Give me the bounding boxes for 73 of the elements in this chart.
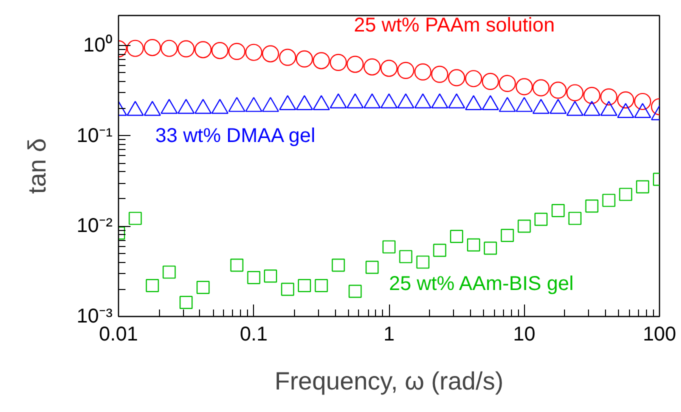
x-axis-title: Frequency, ω (rad/s) — [274, 368, 504, 396]
point — [399, 250, 412, 264]
series-label: 25 wt% AAm-BIS gel — [389, 272, 574, 295]
point — [397, 62, 414, 79]
point — [264, 270, 278, 283]
point — [600, 88, 618, 106]
point — [602, 194, 616, 207]
point — [448, 69, 466, 86]
point — [414, 63, 432, 80]
point — [126, 40, 144, 57]
point — [382, 240, 396, 254]
point — [585, 200, 598, 213]
point — [364, 58, 381, 76]
point — [128, 212, 142, 225]
point — [498, 74, 516, 92]
point — [330, 54, 347, 71]
point — [245, 44, 262, 61]
point — [194, 41, 212, 58]
point — [532, 79, 550, 96]
point — [144, 39, 161, 56]
series-label: 25 wt% PAAm solution — [354, 14, 555, 36]
point — [431, 66, 448, 83]
series-label: 33 wt% DMAA gel — [155, 124, 316, 147]
point — [416, 256, 430, 269]
point — [634, 92, 652, 110]
y-tick-label: 10⁻² — [76, 215, 113, 238]
point — [500, 228, 514, 242]
point — [230, 258, 244, 272]
point — [281, 282, 294, 296]
point — [196, 280, 210, 294]
x-tick-label: 1 — [383, 324, 395, 346]
point — [534, 212, 548, 226]
point — [516, 78, 533, 96]
point — [465, 70, 482, 88]
point — [247, 270, 260, 284]
point — [146, 279, 159, 292]
point — [160, 40, 178, 57]
y-tick-label: 10⁻¹ — [76, 124, 113, 147]
point — [298, 279, 311, 292]
point — [228, 42, 246, 60]
point — [180, 296, 193, 310]
y-tick-label: 10⁰ — [83, 34, 113, 57]
point — [583, 86, 600, 104]
point — [178, 40, 195, 58]
point — [348, 284, 362, 298]
point — [346, 56, 364, 73]
point — [619, 188, 632, 201]
y-axis-title: tan δ — [24, 138, 52, 194]
point — [552, 204, 565, 218]
point — [433, 244, 446, 257]
point — [550, 82, 567, 99]
point — [279, 48, 296, 66]
x-tick-label: 0.1 — [240, 324, 268, 346]
point — [332, 258, 345, 272]
point — [568, 212, 582, 225]
point — [262, 45, 280, 62]
point — [312, 52, 330, 70]
point — [482, 72, 499, 90]
x-tick-label: 100 — [642, 324, 676, 346]
point — [636, 180, 650, 194]
point — [518, 220, 531, 233]
point — [484, 242, 497, 255]
point — [162, 266, 176, 279]
point — [296, 50, 313, 68]
x-tick-label: 10 — [513, 324, 536, 346]
point — [566, 84, 584, 102]
point — [617, 91, 634, 108]
point — [380, 60, 398, 77]
point — [211, 42, 228, 60]
point — [467, 238, 480, 252]
point — [366, 260, 379, 274]
point — [450, 230, 464, 243]
point — [314, 279, 328, 292]
